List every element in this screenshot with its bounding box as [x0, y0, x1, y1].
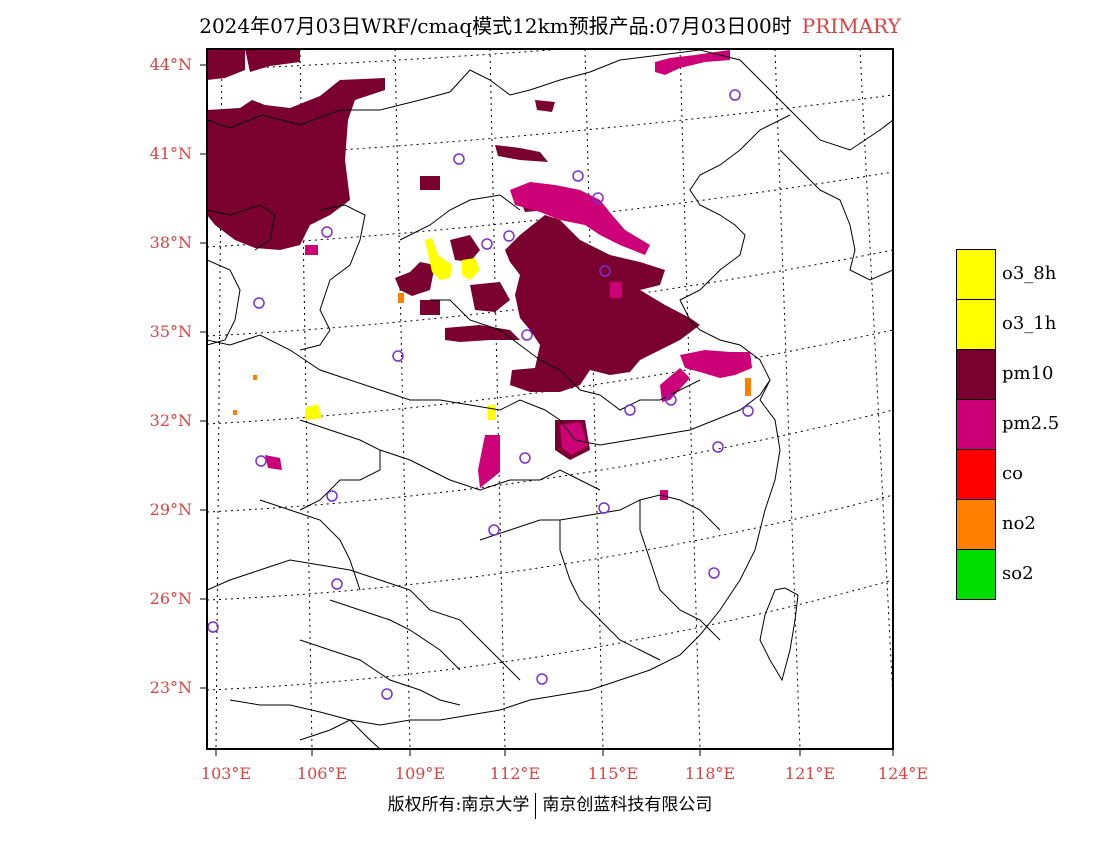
legend-item-so2: so2 — [956, 549, 1096, 600]
footer-separator — [535, 792, 537, 819]
lon-label-115: 115°E — [587, 764, 639, 783]
legend-swatch — [956, 249, 996, 299]
legend-swatch — [956, 299, 996, 349]
lat-label-35: 35°N — [149, 322, 192, 341]
axis-ticks — [200, 64, 894, 756]
legend-label: no2 — [1002, 513, 1036, 534]
legend-label: o3_1h — [1002, 313, 1057, 334]
title-tag: PRIMARY — [801, 14, 901, 38]
legend-label: o3_8h — [1002, 263, 1057, 284]
lat-label-41: 41°N — [149, 144, 192, 163]
lat-label-32: 32°N — [149, 411, 192, 430]
lat-label-26: 26°N — [149, 589, 192, 608]
legend-label: so2 — [1002, 563, 1034, 584]
no2-areas — [233, 293, 751, 415]
legend-item-pm10: pm10 — [956, 349, 1096, 399]
station-markers — [207, 89, 754, 700]
lon-label-109: 109°E — [394, 764, 446, 783]
legend-item-no2: no2 — [956, 499, 1096, 549]
map-frame — [206, 48, 894, 750]
map-title: 2024年07月03日WRF/cmaq模式12km预报产品:07月03日00时 P… — [0, 10, 1100, 39]
boundary-lines — [207, 49, 893, 749]
pm25-areas — [265, 50, 752, 500]
legend-swatch — [956, 499, 996, 549]
lat-label-29: 29°N — [149, 500, 192, 519]
copyright-footer: 版权所有:南京大学 南京创蓝科技有限公司 — [0, 790, 1100, 819]
legend-swatch — [956, 449, 996, 499]
legend-item-co: co — [956, 449, 1096, 499]
legend-item-o3-8h: o3_8h — [956, 249, 1096, 299]
legend-swatch — [956, 399, 996, 449]
copyright-left: 版权所有:南京大学 — [387, 795, 530, 815]
lon-label-118: 118°E — [684, 764, 736, 783]
legend: o3_8h o3_1h pm10 pm2.5 co no2 so2 — [956, 249, 1096, 600]
lon-label-121: 121°E — [784, 764, 836, 783]
legend-label: co — [1002, 463, 1023, 484]
copyright-right: 南京创蓝科技有限公司 — [542, 795, 713, 815]
o3-areas — [305, 238, 496, 420]
lon-label-103: 103°E — [200, 764, 252, 783]
legend-label: pm10 — [1002, 363, 1054, 384]
pm10-areas — [207, 49, 700, 460]
title-main: 2024年07月03日WRF/cmaq模式12km预报产品:07月03日00时 — [199, 14, 792, 38]
legend-swatch — [956, 349, 996, 399]
lat-label-38: 38°N — [149, 233, 192, 252]
legend-label: pm2.5 — [1002, 413, 1060, 434]
lon-label-106: 106°E — [296, 764, 348, 783]
legend-swatch — [956, 549, 996, 600]
legend-item-o3-1h: o3_1h — [956, 299, 1096, 349]
legend-item-pm25: pm2.5 — [956, 399, 1096, 449]
graticule — [207, 49, 893, 749]
lon-label-124: 124°E — [877, 764, 929, 783]
lon-label-112: 112°E — [489, 764, 541, 783]
lat-label-44: 44°N — [149, 55, 192, 74]
lat-label-23: 23°N — [149, 678, 192, 697]
